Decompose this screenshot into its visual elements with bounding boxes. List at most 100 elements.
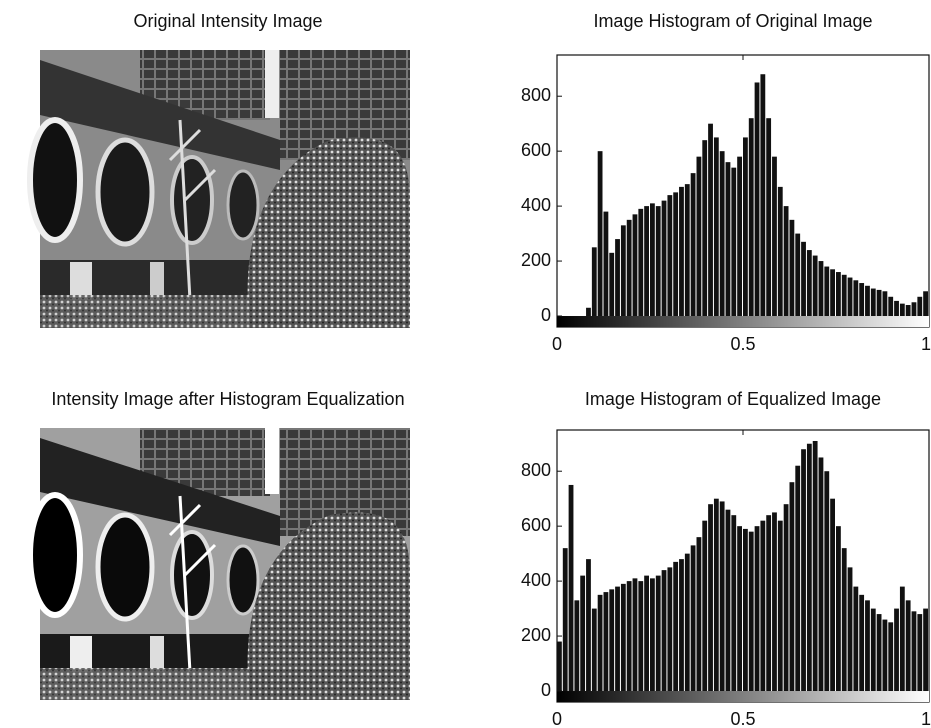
- histogram-bar: [813, 256, 818, 316]
- histogram-bar: [662, 570, 667, 691]
- chart-title: Image Histogram of Original Image: [593, 11, 872, 31]
- histogram-bar: [737, 157, 742, 316]
- histogram-bar: [853, 587, 858, 691]
- histogram-bar: [615, 239, 620, 316]
- histogram-bar: [755, 526, 760, 691]
- histogram-bar: [900, 587, 905, 691]
- histogram-bar: [714, 137, 719, 316]
- histogram-bar: [865, 600, 870, 691]
- colorbar: [557, 691, 929, 702]
- histogram-bar: [633, 578, 638, 691]
- histogram-bar: [743, 137, 748, 316]
- histogram-bar: [801, 449, 806, 691]
- histogram-bar: [755, 82, 760, 316]
- histogram-bar: [679, 187, 684, 316]
- histogram-bar: [609, 589, 614, 691]
- histogram-bar: [784, 206, 789, 316]
- histogram-bar: [923, 609, 928, 691]
- histogram-bar: [720, 501, 725, 691]
- histogram-bar: [685, 554, 690, 691]
- histogram-bar: [731, 515, 736, 691]
- histogram-bar: [912, 611, 917, 691]
- figure: Original Intensity Image Intensity Image…: [0, 0, 931, 728]
- histogram-bar: [673, 562, 678, 691]
- y-tick-label: 400: [521, 570, 551, 590]
- histogram-bar: [795, 234, 800, 316]
- histogram-bar: [650, 578, 655, 691]
- histogram-bar: [883, 291, 888, 316]
- histogram-bar: [673, 192, 678, 316]
- histogram-bar: [807, 250, 812, 316]
- histogram-bar: [697, 537, 702, 691]
- histogram-bar: [848, 567, 853, 691]
- histogram-bar: [824, 471, 829, 691]
- histogram-chart: Image Histogram of Original Image0200400…: [521, 11, 931, 354]
- histogram-bar: [592, 247, 597, 316]
- y-tick-label: 200: [521, 250, 551, 270]
- histogram-bar: [778, 187, 783, 316]
- histogram-bar: [574, 600, 579, 691]
- image-title: Intensity Image after Histogram Equaliza…: [51, 389, 404, 409]
- histogram-bar: [679, 559, 684, 691]
- x-tick-label: 0: [552, 709, 562, 728]
- y-tick-label: 800: [521, 85, 551, 105]
- histogram-bar: [790, 482, 795, 691]
- histogram-bar: [702, 521, 707, 691]
- histogram-bar: [830, 269, 835, 316]
- histogram-bar: [638, 209, 643, 316]
- original-image: [30, 50, 410, 328]
- histogram-bar: [842, 275, 847, 316]
- histogram-bar: [726, 162, 731, 316]
- image-title: Original Intensity Image: [133, 11, 322, 31]
- histogram-bar: [580, 576, 585, 691]
- histogram-bar: [557, 642, 562, 691]
- histogram-bar: [865, 286, 870, 316]
- histogram-bar: [569, 485, 574, 691]
- histogram-bar: [894, 301, 899, 316]
- histogram-bar: [842, 548, 847, 691]
- histogram-bar: [883, 620, 888, 691]
- histogram-bar: [627, 581, 632, 691]
- histogram-bar: [923, 291, 928, 316]
- histogram-bar: [604, 592, 609, 691]
- histogram-bar: [766, 515, 771, 691]
- colorbar: [557, 316, 929, 327]
- histogram-bar: [708, 504, 713, 691]
- histogram-bar: [621, 225, 626, 316]
- histogram-bar: [743, 529, 748, 691]
- histogram-bar: [749, 532, 754, 691]
- histogram-bar: [790, 220, 795, 316]
- y-tick-label: 600: [521, 515, 551, 535]
- histogram-bar: [824, 267, 829, 316]
- histogram-bar: [726, 510, 731, 691]
- histogram-bar: [807, 444, 812, 691]
- histogram-bar: [702, 140, 707, 316]
- histogram-bar: [697, 157, 702, 316]
- histogram-bar: [877, 290, 882, 316]
- y-tick-label: 600: [521, 140, 551, 160]
- histogram-bar: [586, 559, 591, 691]
- histogram-bar: [644, 206, 649, 316]
- histogram-bar: [760, 74, 765, 316]
- histogram-bar: [830, 499, 835, 691]
- histogram-bar: [760, 521, 765, 691]
- histogram-bar: [598, 151, 603, 316]
- histogram-bar: [917, 614, 922, 691]
- y-tick-label: 0: [541, 305, 551, 325]
- histogram-bar: [644, 576, 649, 691]
- histogram-bar: [836, 526, 841, 691]
- histogram-bar: [691, 545, 696, 691]
- histogram-bar: [871, 289, 876, 316]
- histogram-bar: [615, 587, 620, 691]
- histogram-bar: [836, 272, 841, 316]
- histogram-bar: [900, 304, 905, 316]
- histogram-bar: [906, 305, 911, 316]
- histogram-bar: [685, 184, 690, 316]
- histogram-bar: [650, 203, 655, 316]
- histogram-bar: [784, 504, 789, 691]
- histogram-bar: [609, 253, 614, 316]
- histogram-bar: [813, 441, 818, 691]
- histogram-bar: [801, 242, 806, 316]
- y-tick-label: 0: [541, 680, 551, 700]
- x-tick-label: 0: [552, 334, 562, 354]
